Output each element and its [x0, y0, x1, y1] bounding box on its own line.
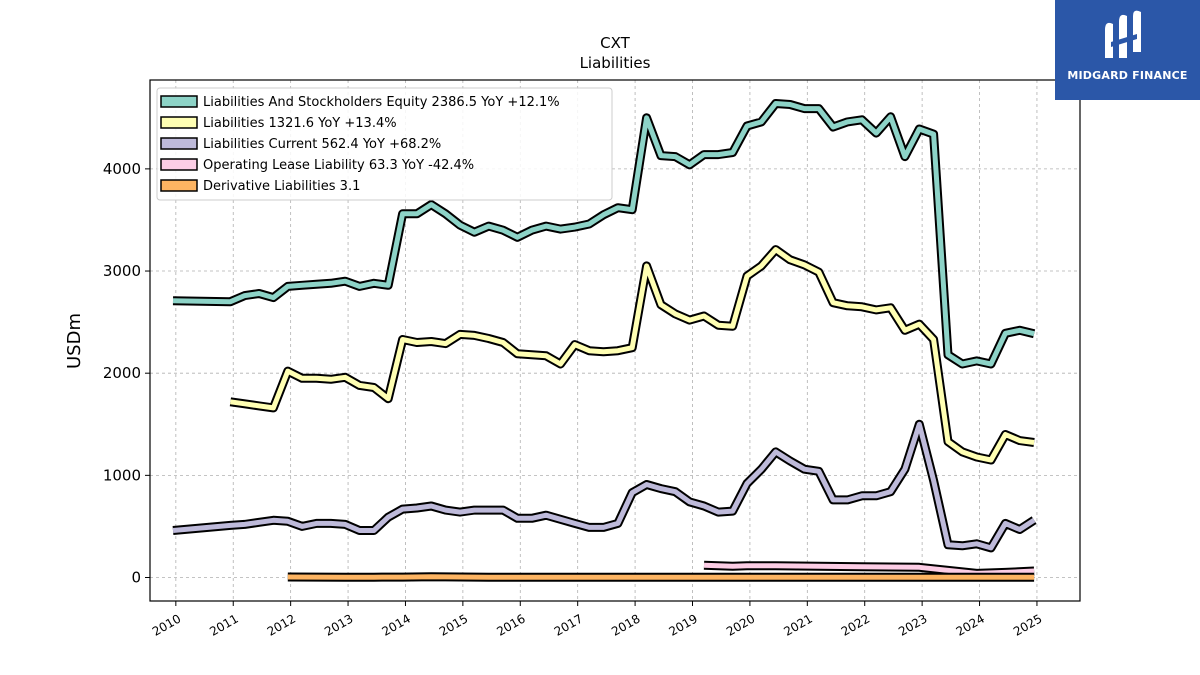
legend-label-liabilities-current: Liabilities Current 562.4 YoY +68.2% — [203, 137, 441, 152]
legend-label-liabilities-and-stockholders-equity: Liabilities And Stockholders Equity 2386… — [203, 95, 560, 110]
y-tick-label: 4000 — [103, 160, 141, 178]
x-tick-label: 2018 — [609, 611, 642, 638]
legend: Liabilities And Stockholders Equity 2386… — [156, 87, 613, 201]
legend-swatch-derivative-liabilities — [160, 179, 198, 192]
series-line-liabilities-and-stockholders-equity — [172, 101, 1035, 367]
x-tick-label: 2012 — [265, 611, 298, 638]
legend-label-operating-lease-liability: Operating Lease Liability 63.3 YoY -42.4… — [203, 158, 474, 173]
legend-swatch-liabilities — [160, 116, 198, 129]
series-line-liabilities-current — [172, 421, 1036, 551]
x-tick-label: 2024 — [954, 611, 987, 638]
x-tick-label: 2013 — [322, 611, 355, 638]
legend-label-liabilities: Liabilities 1321.6 YoY +13.4% — [203, 116, 397, 131]
logo-mark-icon — [1105, 10, 1141, 58]
chart-title: CXT — [600, 34, 630, 52]
x-tick-label: 2021 — [781, 611, 814, 638]
plot-frame — [149, 79, 1081, 602]
legend-swatch-liabilities-and-stockholders-equity — [160, 95, 198, 108]
midgard-finance-logo: MIDGARD FINANCE — [1055, 0, 1200, 100]
y-tick-label: 2000 — [103, 364, 141, 382]
series-line-derivative-liabilities — [287, 574, 1035, 580]
chart-subtitle: Liabilities — [580, 54, 651, 72]
x-tick-label: 2022 — [839, 611, 872, 638]
y-tick-label: 3000 — [103, 262, 141, 280]
series-layer — [172, 99, 1037, 582]
legend-label-derivative-liabilities: Derivative Liabilities 3.1 — [203, 179, 360, 194]
x-tick-label: 2017 — [552, 611, 585, 638]
x-tick-label: 2023 — [896, 611, 929, 638]
x-tick-label: 2011 — [207, 611, 240, 638]
y-axis-label: USDm — [64, 313, 85, 369]
series-line-liabilities — [230, 247, 1035, 463]
y-tick-label: 1000 — [103, 466, 141, 484]
legend-swatch-liabilities-current — [160, 137, 198, 150]
logo-text: MIDGARD FINANCE — [1067, 69, 1188, 82]
y-tick-label: 0 — [131, 569, 141, 587]
x-tick-label: 2014 — [380, 611, 413, 638]
x-tick-label: 2010 — [150, 611, 183, 638]
x-tick-label: 2016 — [494, 611, 527, 638]
legend-box — [156, 87, 613, 201]
x-tick-label: 2015 — [437, 611, 470, 638]
legend-swatch-operating-lease-liability — [160, 158, 198, 171]
x-tick-label: 2020 — [724, 611, 757, 638]
x-tick-label: 2019 — [667, 611, 700, 638]
x-tick-label: 2025 — [1011, 611, 1044, 638]
